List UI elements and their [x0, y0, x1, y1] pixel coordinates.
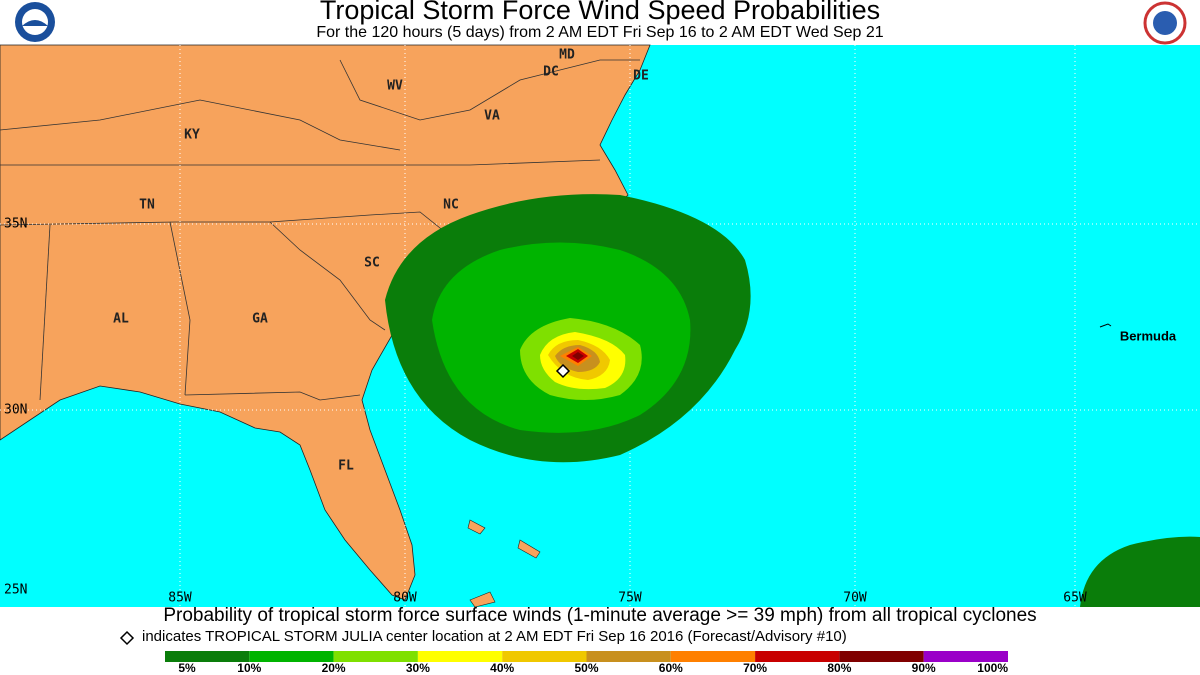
legend-label: 100%: [977, 661, 1008, 675]
caption: Probability of tropical storm force surf…: [163, 605, 1036, 626]
legend-label: 5%: [178, 661, 196, 675]
state-label: MD: [559, 48, 575, 63]
state-label: AL: [113, 312, 129, 327]
legend-label: 70%: [743, 661, 767, 675]
state-label: DE: [633, 69, 649, 84]
state-label: SC: [364, 256, 380, 271]
longitude-label: 70W: [843, 591, 867, 606]
legend-swatch: [249, 651, 334, 662]
land: [0, 44, 651, 601]
probability-contours: [385, 194, 1200, 607]
legend-swatch: [417, 651, 503, 662]
legend-swatch: [586, 651, 671, 662]
legend-swatch: [670, 651, 756, 662]
legend-swatch: [755, 651, 840, 662]
legend-label: 10%: [237, 661, 261, 675]
bermuda-island: [1099, 323, 1112, 328]
state-label: FL: [338, 459, 354, 474]
storm-center-marker: [555, 363, 571, 379]
longitude-label: 65W: [1063, 591, 1087, 606]
subtitle: For the 120 hours (5 days) from 2 AM EDT…: [316, 24, 883, 41]
legend-swatch: [333, 651, 418, 662]
latitude-label: 30N: [4, 403, 27, 418]
latitude-label: 25N: [4, 583, 27, 598]
legend-swatch: [165, 651, 250, 662]
state-label: VA: [484, 109, 500, 124]
legend-label: 60%: [659, 661, 683, 675]
bahamas: [467, 519, 541, 608]
state-borders: [0, 59, 640, 401]
legend: 5% 10% 20% 30% 40% 50% 60% 70% 80% 90% 100%: [165, 651, 1008, 675]
legend-swatch: [839, 651, 924, 662]
longitude-label: 75W: [618, 591, 642, 606]
state-label: NC: [443, 198, 459, 213]
legend-label: 80%: [827, 661, 851, 675]
state-label: GA: [252, 312, 268, 327]
state-label: KY: [184, 128, 200, 143]
place-label: Bermuda: [1120, 328, 1177, 343]
legend-label: 90%: [912, 661, 936, 675]
note: indicates TROPICAL STORM JULIA center lo…: [142, 628, 847, 645]
map: MD DC DE WV VA KY TN NC SC AL GA FL Berm…: [0, 44, 1200, 608]
legend-label: 20%: [322, 661, 346, 675]
legend-swatch: [502, 651, 587, 662]
state-label: WV: [387, 79, 403, 94]
legend-label: 30%: [406, 661, 430, 675]
note-marker: [119, 630, 135, 646]
legend-label: 50%: [574, 661, 598, 675]
noaa-logo: [15, 2, 55, 42]
state-label: DC: [543, 65, 559, 80]
legend-label: 40%: [490, 661, 514, 675]
title: Tropical Storm Force Wind Speed Probabil…: [320, 0, 880, 25]
state-label: TN: [139, 198, 155, 213]
latitude-label: 35N: [4, 217, 27, 232]
legend-swatch: [923, 651, 1008, 662]
longitude-label: 80W: [393, 591, 417, 606]
nws-logo: [1143, 1, 1187, 45]
longitude-label: 85W: [168, 591, 192, 606]
